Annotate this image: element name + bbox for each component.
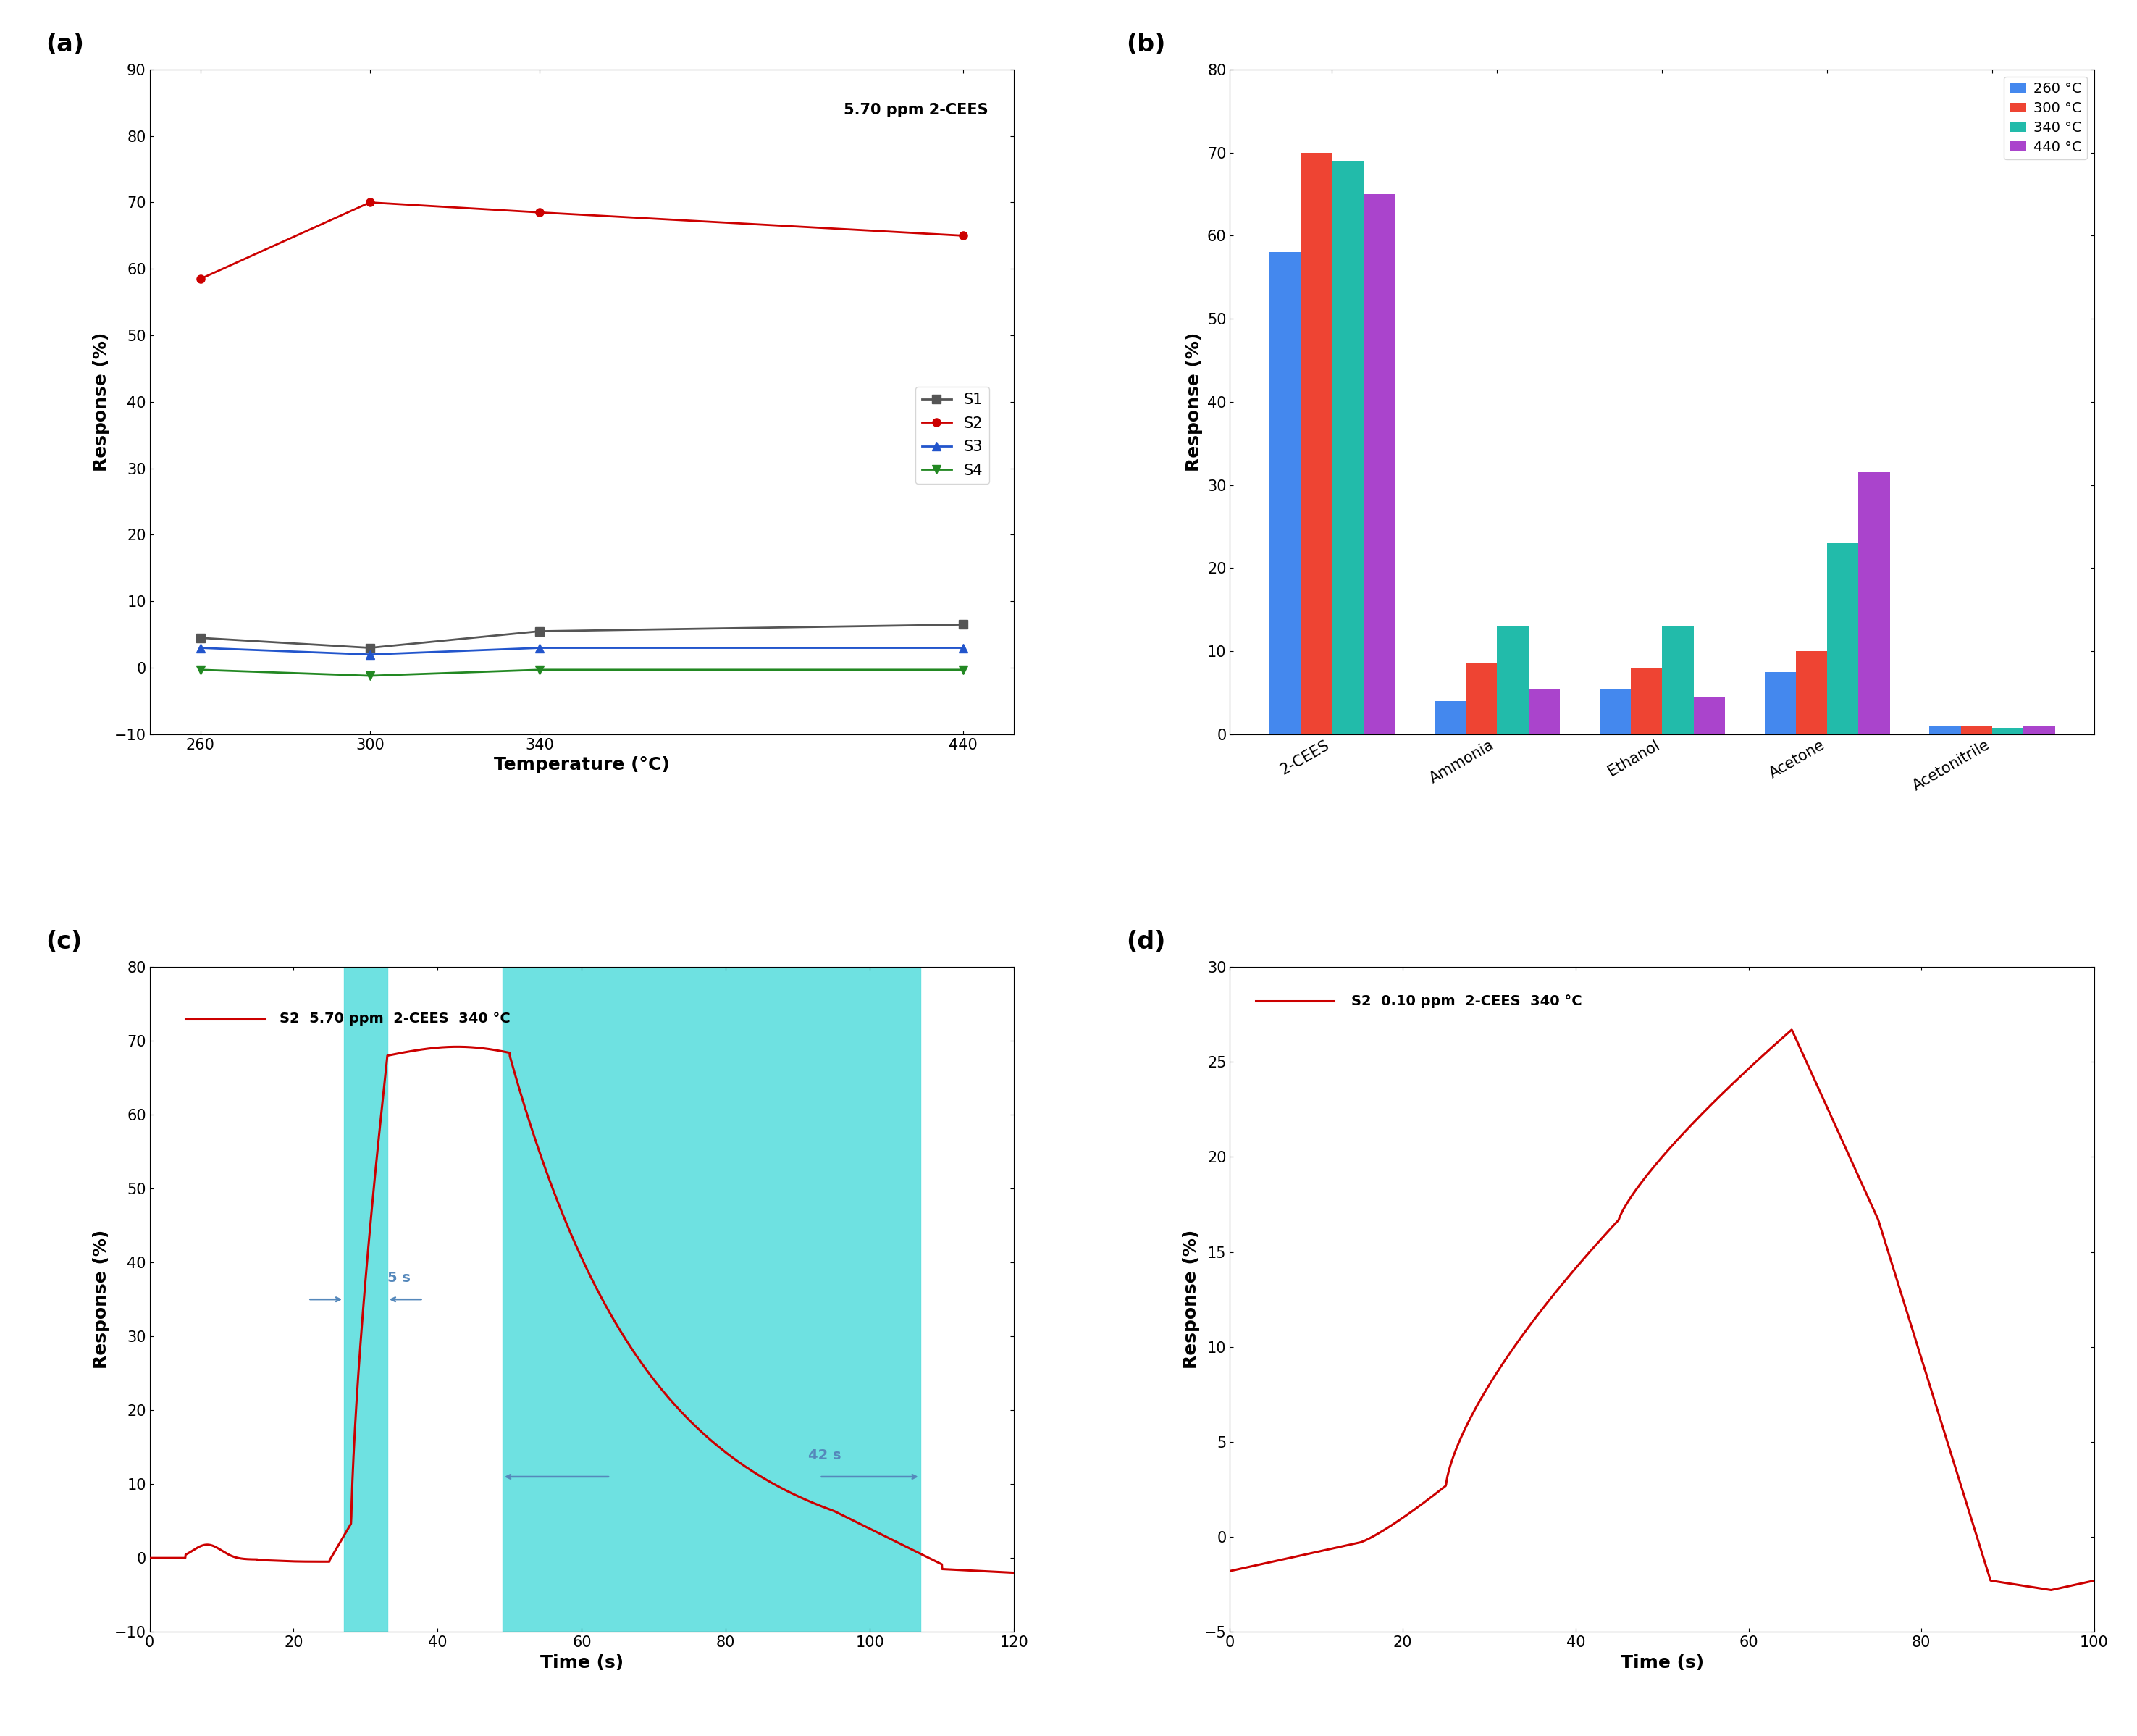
Line: S3: S3 [197,644,968,658]
Bar [1363,194,1395,734]
Bar [1598,689,1631,734]
Bar [2024,726,2056,734]
S1 [526,621,551,642]
Text: 5 s: 5 s [387,1271,410,1285]
S3 [357,644,383,665]
Text: 5.70 ppm 2-CEES: 5.70 ppm 2-CEES [844,102,987,116]
S3 [526,637,551,658]
S4 [188,660,214,681]
Bar [502,967,921,1632]
Bar [1498,627,1528,734]
S1 [951,615,977,635]
S4 [951,660,977,681]
Text: 42 s: 42 s [808,1448,842,1462]
S2 [357,193,383,214]
Text: S2  0.10 ppm  2-CEES  340 °C: S2 0.10 ppm 2-CEES 340 °C [1351,995,1581,1009]
Bar [1663,627,1693,734]
Line: S4: S4 [197,667,968,681]
S4 [357,665,383,686]
S2 [188,269,214,290]
Bar [1631,668,1663,734]
Bar [1331,161,1363,734]
X-axis label: Temperature (°C): Temperature (°C) [494,757,669,774]
S1 [188,627,214,648]
Text: S2  5.70 ppm  2-CEES  340 °C: S2 5.70 ppm 2-CEES 340 °C [280,1012,511,1026]
Bar [1693,696,1725,734]
S4 [526,660,551,681]
Bar [344,967,387,1632]
S2 [951,226,977,247]
Bar [1301,153,1331,734]
S3 [951,637,977,658]
X-axis label: Time (s): Time (s) [541,1654,624,1672]
Y-axis label: Response (%): Response (%) [1186,332,1203,472]
Line: S1: S1 [197,620,968,653]
Bar [1434,701,1466,734]
Bar [1962,726,1992,734]
Y-axis label: Response (%): Response (%) [92,332,111,472]
Legend: S1, S2, S3, S4: S1, S2, S3, S4 [915,387,989,484]
Bar [1992,727,2024,734]
X-axis label: Time (s): Time (s) [1620,1654,1703,1672]
Bar [1859,472,1889,734]
Bar [1827,543,1859,734]
Text: (c): (c) [45,930,81,953]
Y-axis label: Response (%): Response (%) [92,1229,111,1370]
Bar [1269,252,1301,734]
Legend: 260 °C, 300 °C, 340 °C, 440 °C: 260 °C, 300 °C, 340 °C, 440 °C [2005,76,2088,160]
Text: (d): (d) [1126,930,1165,953]
S2 [526,201,551,222]
Bar [1765,672,1795,734]
Text: (a): (a) [45,33,83,56]
Bar [1466,663,1498,734]
S1 [357,637,383,658]
Text: (b): (b) [1126,33,1165,56]
Y-axis label: Response (%): Response (%) [1182,1229,1201,1370]
Line: S2: S2 [197,198,968,283]
Bar [1930,726,1962,734]
Bar [1795,651,1827,734]
Bar [1528,689,1560,734]
S3 [188,637,214,658]
